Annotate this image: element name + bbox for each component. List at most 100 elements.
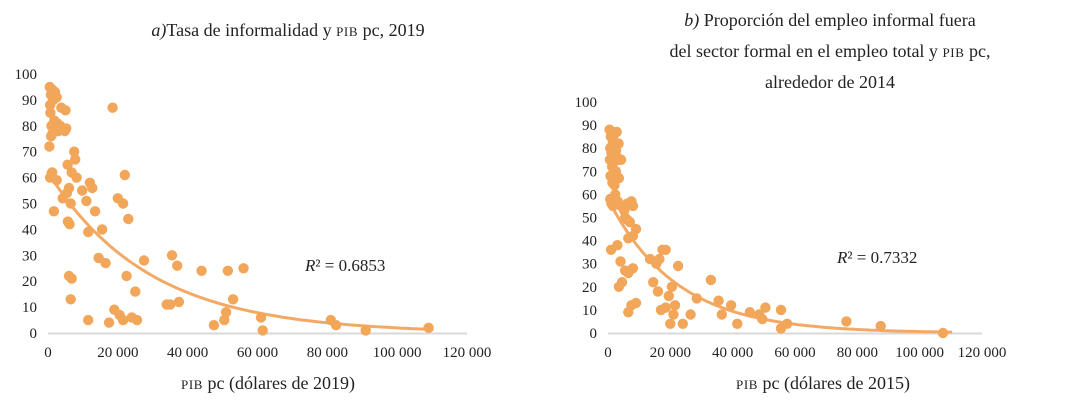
panel-a-x-tick-label: 60 000 <box>237 345 278 361</box>
panel-a-data-point <box>65 198 76 209</box>
panel-b-data-point <box>615 256 626 267</box>
panel-b-data-point <box>652 286 664 297</box>
panel-a-data-point <box>257 325 268 336</box>
panel-a-data-point <box>255 312 267 323</box>
panel-a-data-point <box>83 226 94 238</box>
panel-b-data-point <box>760 302 771 313</box>
panel-b-x-tick-label: 60 000 <box>774 345 815 361</box>
panel-b-data-point <box>725 300 737 311</box>
panel-b-data-point <box>648 277 659 288</box>
panel-a-points <box>44 81 434 336</box>
panel-b-title-line-1: b) Proporción del empleo informal fuera <box>684 10 975 31</box>
panel-a-data-point <box>238 263 249 274</box>
panel-a-title: a)Tasa de informalidad y PIB pc, 2019 <box>151 20 424 41</box>
panel-a-data-point <box>60 123 72 134</box>
panel-a-x-tick-label: 40 000 <box>167 345 208 361</box>
panel-b: b) Proporción del empleo informal fuera … <box>575 10 1007 394</box>
panel-a-data-point <box>131 314 143 326</box>
panel-a-data-point <box>360 325 371 336</box>
panel-b-data-point <box>677 318 688 329</box>
panel-a-y-tick-label: 0 <box>30 326 38 342</box>
panel-a-data-point <box>81 195 92 207</box>
panel-a-data-point <box>45 131 57 142</box>
panel-a-x-tick-label: 120 000 <box>443 345 492 361</box>
panel-a-data-point <box>69 146 80 157</box>
panel-a-y-tick-label: 80 <box>22 119 37 135</box>
panel-a-y-tick-label: 40 <box>22 222 37 238</box>
panel-b-y-tick-label: 60 <box>582 187 597 203</box>
panel-b-y-tick-label: 90 <box>582 118 597 134</box>
panel-b-data-point <box>624 216 635 228</box>
panel-a-data-point <box>51 175 62 186</box>
panel-b-data-point <box>663 290 674 302</box>
panel-a-y-tick-label: 90 <box>22 93 37 109</box>
panel-b-data-point <box>757 313 768 325</box>
panel-a-data-point <box>130 286 141 297</box>
panel-b-data-point <box>612 240 623 251</box>
panel-a-data-point <box>100 257 111 269</box>
panel-a-data-point <box>138 255 150 266</box>
panel-a-data-point <box>62 159 73 170</box>
panel-a-data-point <box>161 299 172 310</box>
panel-b-points <box>604 124 949 339</box>
panel-a-y-tick-label: 100 <box>15 67 38 83</box>
panel-b-data-point <box>716 309 727 320</box>
panel-a-data-point <box>423 322 434 333</box>
panel-a-data-point <box>96 224 108 235</box>
panel-a-data-point <box>89 206 101 217</box>
panel-a-y-tick-label: 70 <box>22 145 37 161</box>
panel-a-data-point <box>60 105 71 116</box>
panel-b-data-point <box>660 302 671 313</box>
panel-b-y-tick-label: 10 <box>582 303 597 319</box>
panel-a-data-point <box>83 314 94 326</box>
panel-b-data-point <box>654 253 665 265</box>
panel-a-trend-line <box>46 170 434 331</box>
panel-b-data-point <box>705 274 717 286</box>
panel-a-data-point <box>123 213 134 225</box>
panel-b-data-point <box>627 230 639 242</box>
panel-a-r2-label: R² = 0.6853 <box>304 256 385 275</box>
panel-a-data-point <box>173 296 185 308</box>
panel-a-axes: 0 10 20 30 40 50 60 70 80 90 100 0 20 000 40 000 60 00… <box>15 67 492 361</box>
panel-a-data-point <box>330 320 342 331</box>
panel-a-data-point <box>172 260 183 271</box>
panel-a-data-point <box>166 250 178 261</box>
panel-a-data-point <box>107 102 118 113</box>
panel-b-x-tick-label: 100 000 <box>895 345 944 361</box>
panel-b-data-point <box>875 320 886 332</box>
panel-a-data-point <box>65 294 76 305</box>
panel-b-title-line-2: del sector formal en el empleo total y P… <box>670 41 991 61</box>
panel-a-y-tick-label: 30 <box>22 248 37 264</box>
panel-b-title-line-3: alrededor de 2014 <box>765 72 895 92</box>
panel-a-data-point <box>61 187 73 199</box>
panel-b-y-tick-label: 30 <box>582 257 597 273</box>
panel-b-data-point <box>666 281 678 292</box>
panel-b-data-point <box>775 323 787 334</box>
panel-a-data-point <box>208 320 220 331</box>
panel-a-x-tick-label: 80 000 <box>307 345 348 361</box>
panel-a-data-point <box>45 107 56 119</box>
panel-b-data-point <box>616 277 628 288</box>
panel-b-axes: 0 10 20 30 40 50 60 70 80 90 100 0 20 000 40 000 60 00… <box>575 95 1007 361</box>
panel-a-data-point <box>220 307 232 318</box>
panel-a-data-point <box>222 265 233 276</box>
panel-b-data-point <box>713 295 724 306</box>
panel-a-data-point <box>196 265 207 276</box>
panel-a-data-point <box>87 182 98 194</box>
panel-b-trend-line <box>606 197 953 334</box>
panel-a-data-point <box>103 317 115 328</box>
panel-b-y-tick-label: 40 <box>582 234 597 250</box>
panel-b-x-tick-label: 40 000 <box>712 345 753 361</box>
panel-b-data-point <box>744 307 755 318</box>
panel-b-data-point <box>627 200 639 212</box>
panel-a-y-tick-label: 20 <box>22 274 37 290</box>
panel-b-data-point <box>613 173 625 184</box>
panel-a-y-tick-label: 10 <box>22 300 37 316</box>
panel-b-data-point <box>627 263 639 274</box>
panel-a-y-tick-label: 60 <box>22 171 37 187</box>
panel-b-data-point <box>691 293 702 304</box>
panel-b-data-point <box>669 300 681 311</box>
panel-a-trendline <box>46 170 434 331</box>
panel-a-data-point <box>48 206 60 217</box>
panel-a-x-tick-label: 100 000 <box>373 345 422 361</box>
